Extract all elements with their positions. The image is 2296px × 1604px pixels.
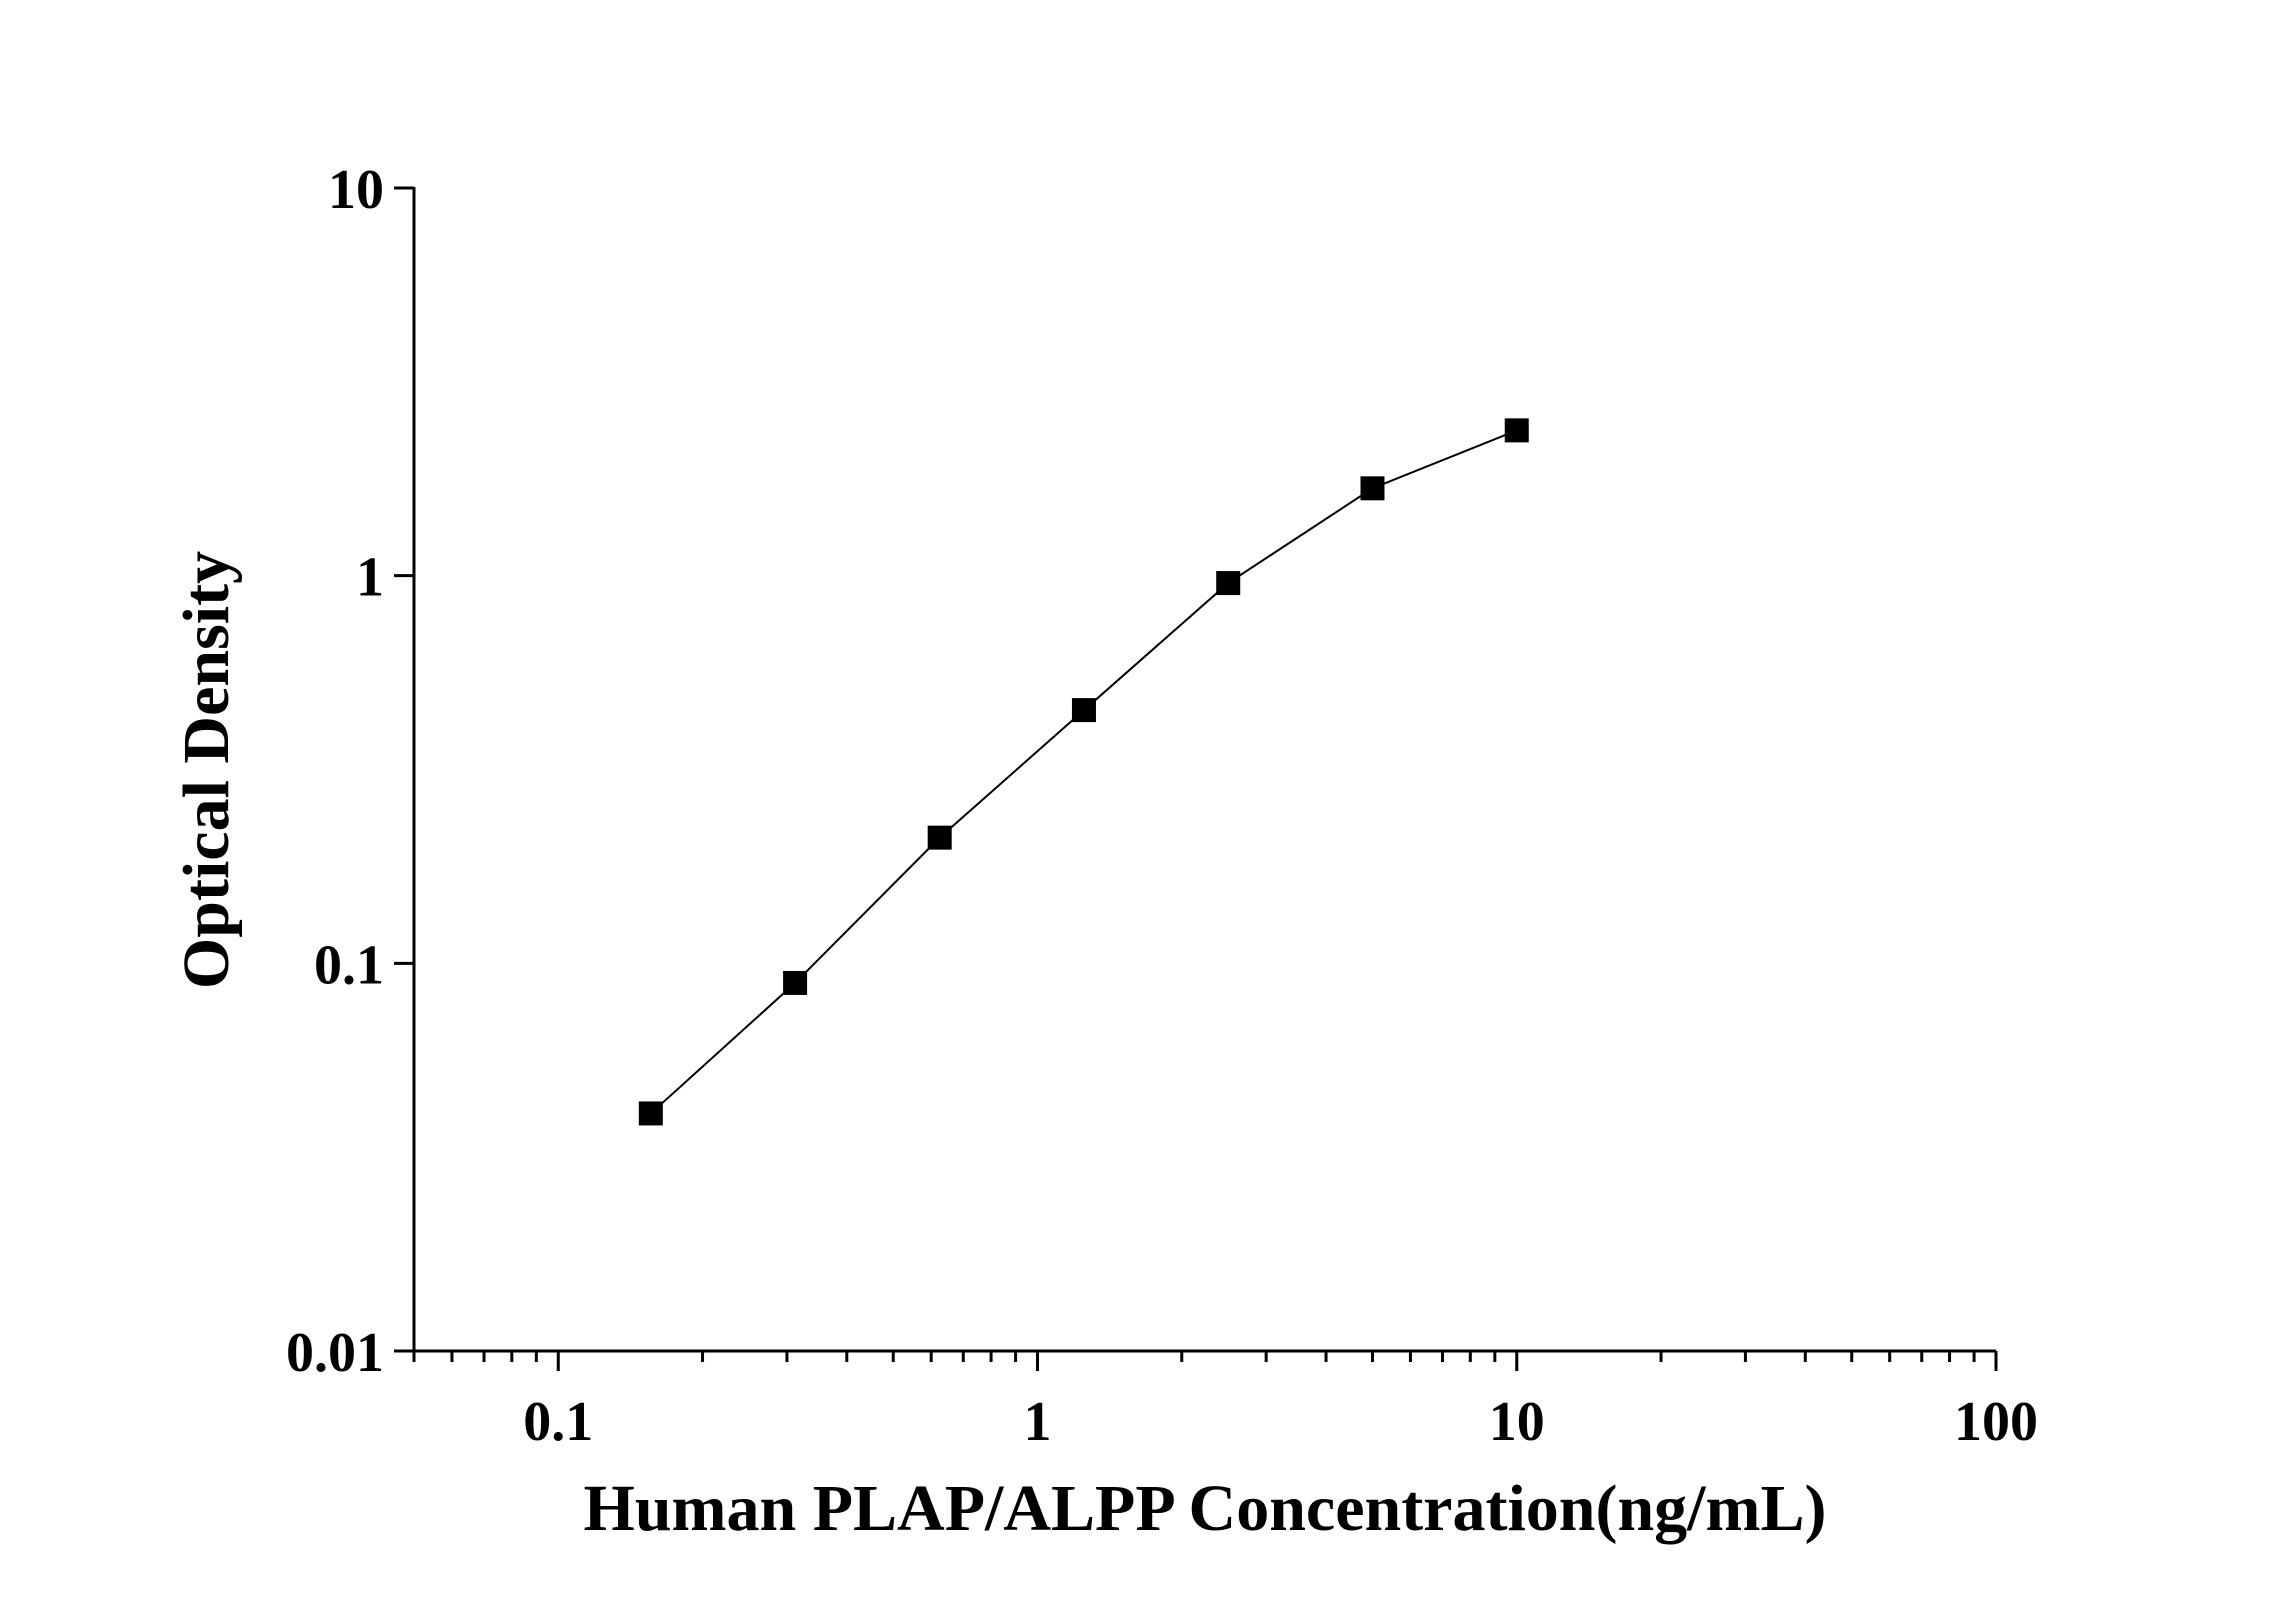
- marker: [927, 825, 952, 850]
- marker: [1504, 418, 1529, 443]
- x-tick-label: 10: [1489, 1391, 1545, 1453]
- y-tick-label: 10: [328, 159, 384, 221]
- marker: [1071, 698, 1096, 723]
- y-tick-label: 0.01: [286, 1322, 384, 1384]
- x-tick-label: 0.1: [523, 1391, 593, 1453]
- y-axis-title: Optical Density: [170, 551, 243, 989]
- marker: [638, 1101, 663, 1126]
- x-tick-label: 100: [1954, 1391, 2038, 1453]
- y-tick-label: 1: [356, 547, 384, 609]
- marker: [1216, 571, 1241, 596]
- x-axis-title: Human PLAP/ALPP Concentration(ng/mL): [583, 1472, 1826, 1545]
- x-tick-label: 1: [1024, 1391, 1052, 1453]
- marker: [1360, 476, 1385, 501]
- y-tick-label: 0.1: [314, 934, 384, 996]
- line: [650, 429, 1518, 1115]
- marker: [783, 970, 808, 995]
